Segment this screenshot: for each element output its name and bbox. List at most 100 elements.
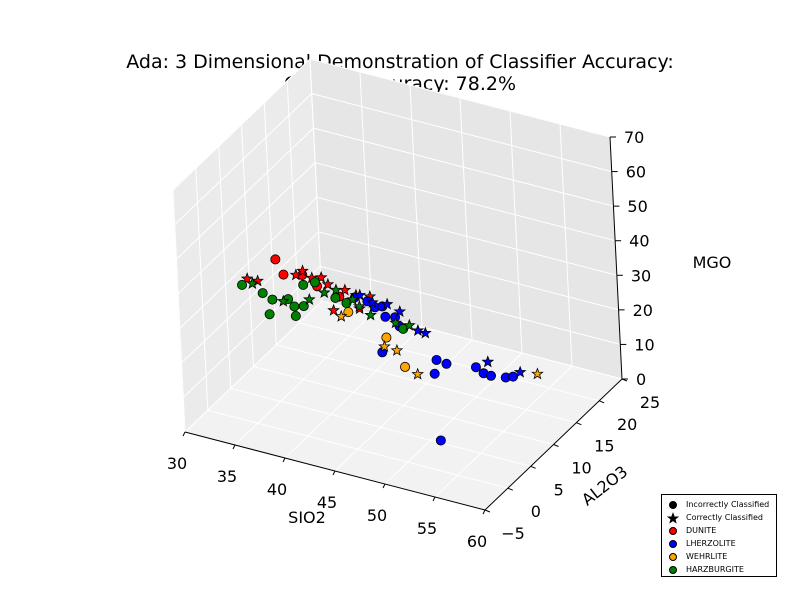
- harzburgite-correct-point: [246, 276, 259, 289]
- y-tick: [553, 444, 559, 447]
- x-tick-label: 45: [317, 493, 337, 512]
- y-tick-label: 25: [640, 393, 660, 412]
- grid-line-z: [177, 162, 616, 295]
- lherzolite-correct-point: [380, 297, 394, 310]
- z-tick-label: 70: [624, 128, 644, 147]
- y-tick: [507, 487, 514, 491]
- wehrlite-incorrect-point: [400, 361, 411, 372]
- y-tick-label: 0: [531, 502, 541, 521]
- wehrlite-incorrect-point: [381, 332, 392, 343]
- harzburgite-correct-point: [364, 308, 377, 321]
- harzburgite-incorrect-point: [237, 279, 248, 290]
- harzburgite-incorrect-point: [267, 294, 278, 305]
- harzburgite-incorrect-point: [257, 288, 268, 299]
- dunite-correct-point: [321, 277, 335, 290]
- x-tick: [332, 470, 336, 476]
- dunite-correct-point: [327, 303, 340, 316]
- legend-circle-marker: [666, 498, 680, 511]
- lherzolite-correct-point: [353, 288, 367, 301]
- lherzolite-incorrect-point: [380, 311, 391, 322]
- grid-line-z: [174, 93, 612, 225]
- harzburgite-incorrect-point: [290, 310, 301, 321]
- lherzolite-correct-point: [393, 304, 407, 317]
- y-tick: [530, 465, 536, 469]
- legend-label: LHERZOLITE: [686, 539, 736, 548]
- legend-item: LHERZOLITE: [666, 537, 736, 550]
- x-axis-label: SIO2: [288, 508, 326, 527]
- lherzolite-incorrect-point: [470, 362, 481, 373]
- y-tick-label: −5: [501, 524, 525, 543]
- x-tick: [182, 431, 186, 437]
- legend-label: HARZBURGITE: [686, 565, 744, 574]
- legend-label: WEHRLITE: [686, 552, 728, 561]
- harzburgite-correct-point: [317, 286, 331, 299]
- legend: Incorrectly Classified Correctly Classifi…: [661, 494, 777, 577]
- legend-circle-marker: [666, 537, 680, 550]
- x-tick: [282, 457, 286, 463]
- grid-line-z: [172, 58, 611, 191]
- lherzolite-incorrect-point: [435, 435, 446, 446]
- y-tick-label: 5: [554, 480, 564, 499]
- legend-item: DUNITE: [666, 524, 716, 537]
- harzburgite-incorrect-point: [309, 277, 320, 288]
- lherzolite-incorrect-point: [508, 371, 519, 382]
- y-tick-label: 20: [617, 415, 637, 434]
- lherzolite-incorrect-point: [431, 354, 442, 365]
- harzburgite-correct-point: [277, 294, 290, 307]
- harzburgite-incorrect-point: [289, 301, 300, 312]
- lherzolite-incorrect-point: [429, 368, 440, 379]
- lherzolite-incorrect-point: [486, 370, 497, 381]
- z-tick-label: 30: [631, 266, 651, 285]
- legend-item: Incorrectly Classified: [666, 498, 769, 511]
- lherzolite-correct-point: [419, 326, 432, 339]
- z-tick-label: 10: [634, 335, 654, 354]
- wehrlite-correct-point: [378, 340, 391, 353]
- y-tick-label: 15: [594, 437, 614, 456]
- dunite-correct-point: [251, 274, 264, 287]
- dunite-incorrect-point: [278, 269, 289, 280]
- x-tick: [232, 444, 236, 450]
- grid-line-z: [179, 196, 618, 329]
- chart-title-line-1: Ada: 3 Dimensional Demonstration of Clas…: [126, 51, 674, 73]
- y-tick: [576, 422, 582, 426]
- grid-line-z: [182, 265, 621, 398]
- x-tick: [382, 483, 386, 489]
- dunite-correct-point: [314, 270, 328, 283]
- harzburgite-correct-point: [329, 283, 343, 296]
- wehrlite-correct-point: [411, 367, 424, 380]
- z-axis-line: [609, 136, 623, 380]
- grid-line-z: [181, 231, 619, 364]
- x-tick-label: 55: [417, 519, 437, 538]
- lherzolite-incorrect-point: [441, 358, 452, 369]
- x-tick-label: 60: [467, 532, 487, 551]
- lherzolite-correct-point: [366, 295, 379, 308]
- legend-label: Correctly Classified: [686, 513, 764, 522]
- legend-item: WEHRLITE: [666, 550, 727, 563]
- wehrlite-correct-point: [390, 343, 404, 356]
- legend-item: Correctly Classified: [666, 511, 763, 524]
- harzburgite-incorrect-point: [298, 279, 309, 290]
- x-tick-label: 40: [267, 480, 287, 499]
- legend-circle-marker: [666, 524, 680, 537]
- x-tick-label: 30: [167, 454, 187, 473]
- x-tick-label: 50: [367, 506, 387, 525]
- z-tick-label: 40: [629, 232, 649, 251]
- harzburgite-incorrect-point: [330, 292, 341, 303]
- harzburgite-correct-point: [346, 292, 359, 305]
- grid-line-z: [176, 127, 614, 260]
- dunite-correct-point: [296, 264, 309, 277]
- lherzolite-correct-point: [411, 323, 425, 336]
- legend-circle-marker: [666, 563, 680, 576]
- dunite-correct-point: [240, 272, 254, 285]
- z-axis-label: MGO: [693, 253, 732, 272]
- z-tick-label: 60: [626, 163, 646, 182]
- legend-label: Incorrectly Classified: [686, 500, 770, 509]
- z-tick-label: 20: [633, 301, 653, 320]
- lherzolite-correct-point: [513, 365, 527, 378]
- legend-label: DUNITE: [686, 526, 717, 535]
- harzburgite-correct-point: [353, 299, 366, 312]
- lherzolite-correct-point: [481, 355, 495, 368]
- harzburgite-correct-point: [403, 318, 416, 331]
- grid-line-z: [184, 300, 623, 433]
- z-tick-label: 0: [636, 370, 646, 389]
